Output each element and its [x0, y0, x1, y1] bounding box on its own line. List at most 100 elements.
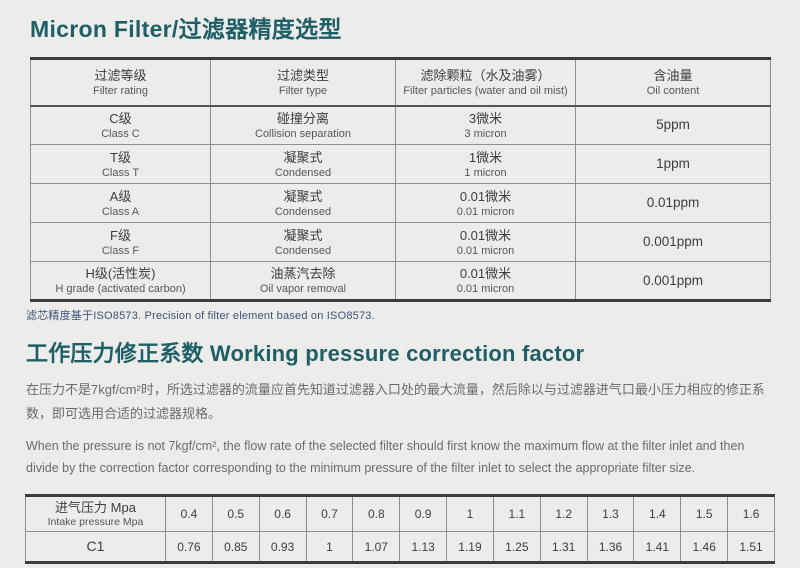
cell-particle: 1微米 1 micron [395, 144, 576, 184]
c1-value: 1 [305, 531, 354, 563]
table-row-class-a: A级 Class A 凝聚式 Condensed 0.01微米 0.01 mic… [30, 183, 771, 223]
cell-rating: T级 Class T [30, 144, 211, 184]
pressure-1: 0.5 [227, 507, 245, 521]
header-filter-rating: 过滤等级 Filter rating [30, 58, 211, 107]
cell-rating: A级 Class A [30, 183, 211, 223]
rating-en: Class C [101, 127, 140, 140]
oil-value: 0.01ppm [646, 195, 700, 210]
header-filter-type-en: Filter type [278, 84, 328, 97]
particle-cn: 1微米 [468, 149, 503, 165]
particle-en: 1 micron [464, 166, 507, 179]
header-filter-type-cn: 过滤类型 [276, 67, 329, 83]
rating-cn: F级 [110, 227, 131, 243]
header-oil-content-cn: 含油量 [653, 67, 693, 83]
c1-2: 0.93 [270, 539, 295, 554]
rating-cn: C级 [109, 110, 132, 126]
section-title: 工作压力修正系数 Working pressure correction fac… [26, 341, 585, 366]
paragraph-en: When the pressure is not 7kgf/cm², the f… [26, 439, 745, 475]
type-cn: 凝聚式 [283, 188, 323, 204]
c1-4: 1.07 [364, 539, 388, 554]
pressure-3: 0.7 [321, 507, 338, 521]
intake-pressure-label-en: Intake pressure Mpa [47, 515, 144, 528]
c1-5: 1.13 [411, 539, 435, 554]
table-row-class-f: F级 Class F 凝聚式 Condensed 0.01微米 0.01 mic… [30, 222, 771, 262]
cell-type: 碰撞分离 Collision separation [210, 105, 396, 145]
pressure-value: 1 [446, 495, 494, 532]
header-oil-content: 含油量 Oil content [575, 58, 771, 107]
page-title: Micron Filter/过滤器精度选型 [30, 16, 342, 42]
rating-en: H grade (activated carbon) [55, 283, 186, 295]
type-en: Condensed [274, 205, 332, 218]
c1-value: 0.76 [165, 531, 213, 563]
particle-cn: 0.01微米 [459, 227, 512, 243]
pressure-value: 0.6 [258, 495, 307, 532]
c1-row: C1 0.76 0.85 0.93 1 1.07 1.13 1.19 1.25 … [25, 531, 775, 563]
oil-value: 0.001ppm [642, 234, 704, 249]
rating-cn: A级 [109, 188, 132, 204]
c1-8: 1.31 [551, 539, 576, 554]
cell-rating: F级 Class F [30, 222, 211, 262]
c1-label-cell: C1 [25, 531, 166, 563]
cell-particle: 3微米 3 micron [395, 105, 576, 145]
pressure-header-row: 进气压力 Mpa Intake pressure Mpa 0.4 0.5 0.6… [25, 495, 775, 532]
rating-en: Class T [101, 166, 140, 179]
c1-value: 1.51 [727, 531, 775, 563]
c1-value: 1.41 [633, 531, 682, 563]
pressure-0: 0.4 [180, 507, 198, 521]
pressure-10: 1.4 [649, 507, 666, 521]
oil-value: 5ppm [656, 117, 690, 133]
cell-rating: C级 Class C [30, 105, 211, 145]
cell-oil-content: 5ppm [575, 105, 771, 145]
c1-0: 0.76 [177, 539, 201, 554]
particle-en: 0.01 micron [456, 244, 515, 257]
c1-6: 1.19 [458, 539, 482, 554]
type-en: Condensed [274, 244, 332, 257]
cell-particle: 0.01微米 0.01 micron [395, 261, 576, 301]
pressure-11: 1.5 [695, 507, 713, 521]
cell-particle: 0.01微米 0.01 micron [395, 222, 576, 262]
type-cn: 凝聚式 [283, 227, 323, 243]
pressure-value: 1.3 [586, 495, 635, 532]
c1-value: 1.36 [586, 531, 635, 563]
c1-value: 0.85 [211, 531, 260, 563]
c1-9: 1.36 [598, 539, 623, 554]
c1-11: 1.46 [692, 539, 716, 554]
oil-value: 1ppm [656, 156, 690, 171]
cell-rating: H级(活性炭) H grade (activated carbon) [30, 261, 211, 301]
particle-en: 0.01 micron [456, 205, 515, 218]
pressure-value: 1.2 [539, 495, 588, 532]
pressure-8: 1.2 [555, 507, 573, 521]
cell-oil-content: 1ppm [575, 144, 771, 184]
pressure-correction-table: 进气压力 Mpa Intake pressure Mpa 0.4 0.5 0.6… [25, 494, 775, 564]
c1-value: 1.25 [492, 531, 541, 563]
header-filter-particles-cn: 滤除颗粒（水及油雾） [420, 67, 551, 83]
cell-oil-content: 0.01ppm [575, 183, 771, 223]
particle-cn: 0.01微米 [459, 266, 512, 281]
particle-en: 0.01 micron [456, 283, 515, 295]
c1-value: 0.93 [258, 531, 307, 563]
header-filter-rating-cn: 过滤等级 [94, 67, 147, 83]
header-filter-particles: 滤除颗粒（水及油雾） Filter particles (water and o… [395, 58, 576, 107]
pressure-value: 1.5 [680, 495, 729, 532]
particle-cn: 0.01微米 [459, 188, 512, 204]
pressure-12: 1.6 [742, 507, 760, 521]
cell-type: 油蒸汽去除 Oil vapor removal [210, 261, 396, 301]
pressure-4: 0.8 [367, 507, 385, 521]
rating-en: Class A [101, 205, 140, 218]
pressure-5: 0.9 [414, 507, 432, 521]
type-cn: 碰撞分离 [276, 110, 329, 126]
type-en: Oil vapor removal [259, 283, 347, 295]
pressure-value: 0.5 [211, 495, 260, 532]
type-cn: 凝聚式 [283, 149, 323, 165]
header-filter-type: 过滤类型 Filter type [210, 58, 396, 107]
pressure-9: 1.3 [602, 507, 619, 521]
pressure-value: 0.7 [305, 495, 354, 532]
oil-value: 0.001ppm [642, 272, 704, 288]
c1-value: 1.31 [539, 531, 588, 563]
c1-value: 1.07 [352, 531, 401, 563]
cell-type: 凝聚式 Condensed [210, 222, 396, 262]
c1-10: 1.41 [645, 539, 670, 554]
pressure-value: 1.4 [633, 495, 682, 532]
pressure-value: 1.1 [492, 495, 541, 532]
pressure-value: 0.4 [165, 495, 213, 532]
